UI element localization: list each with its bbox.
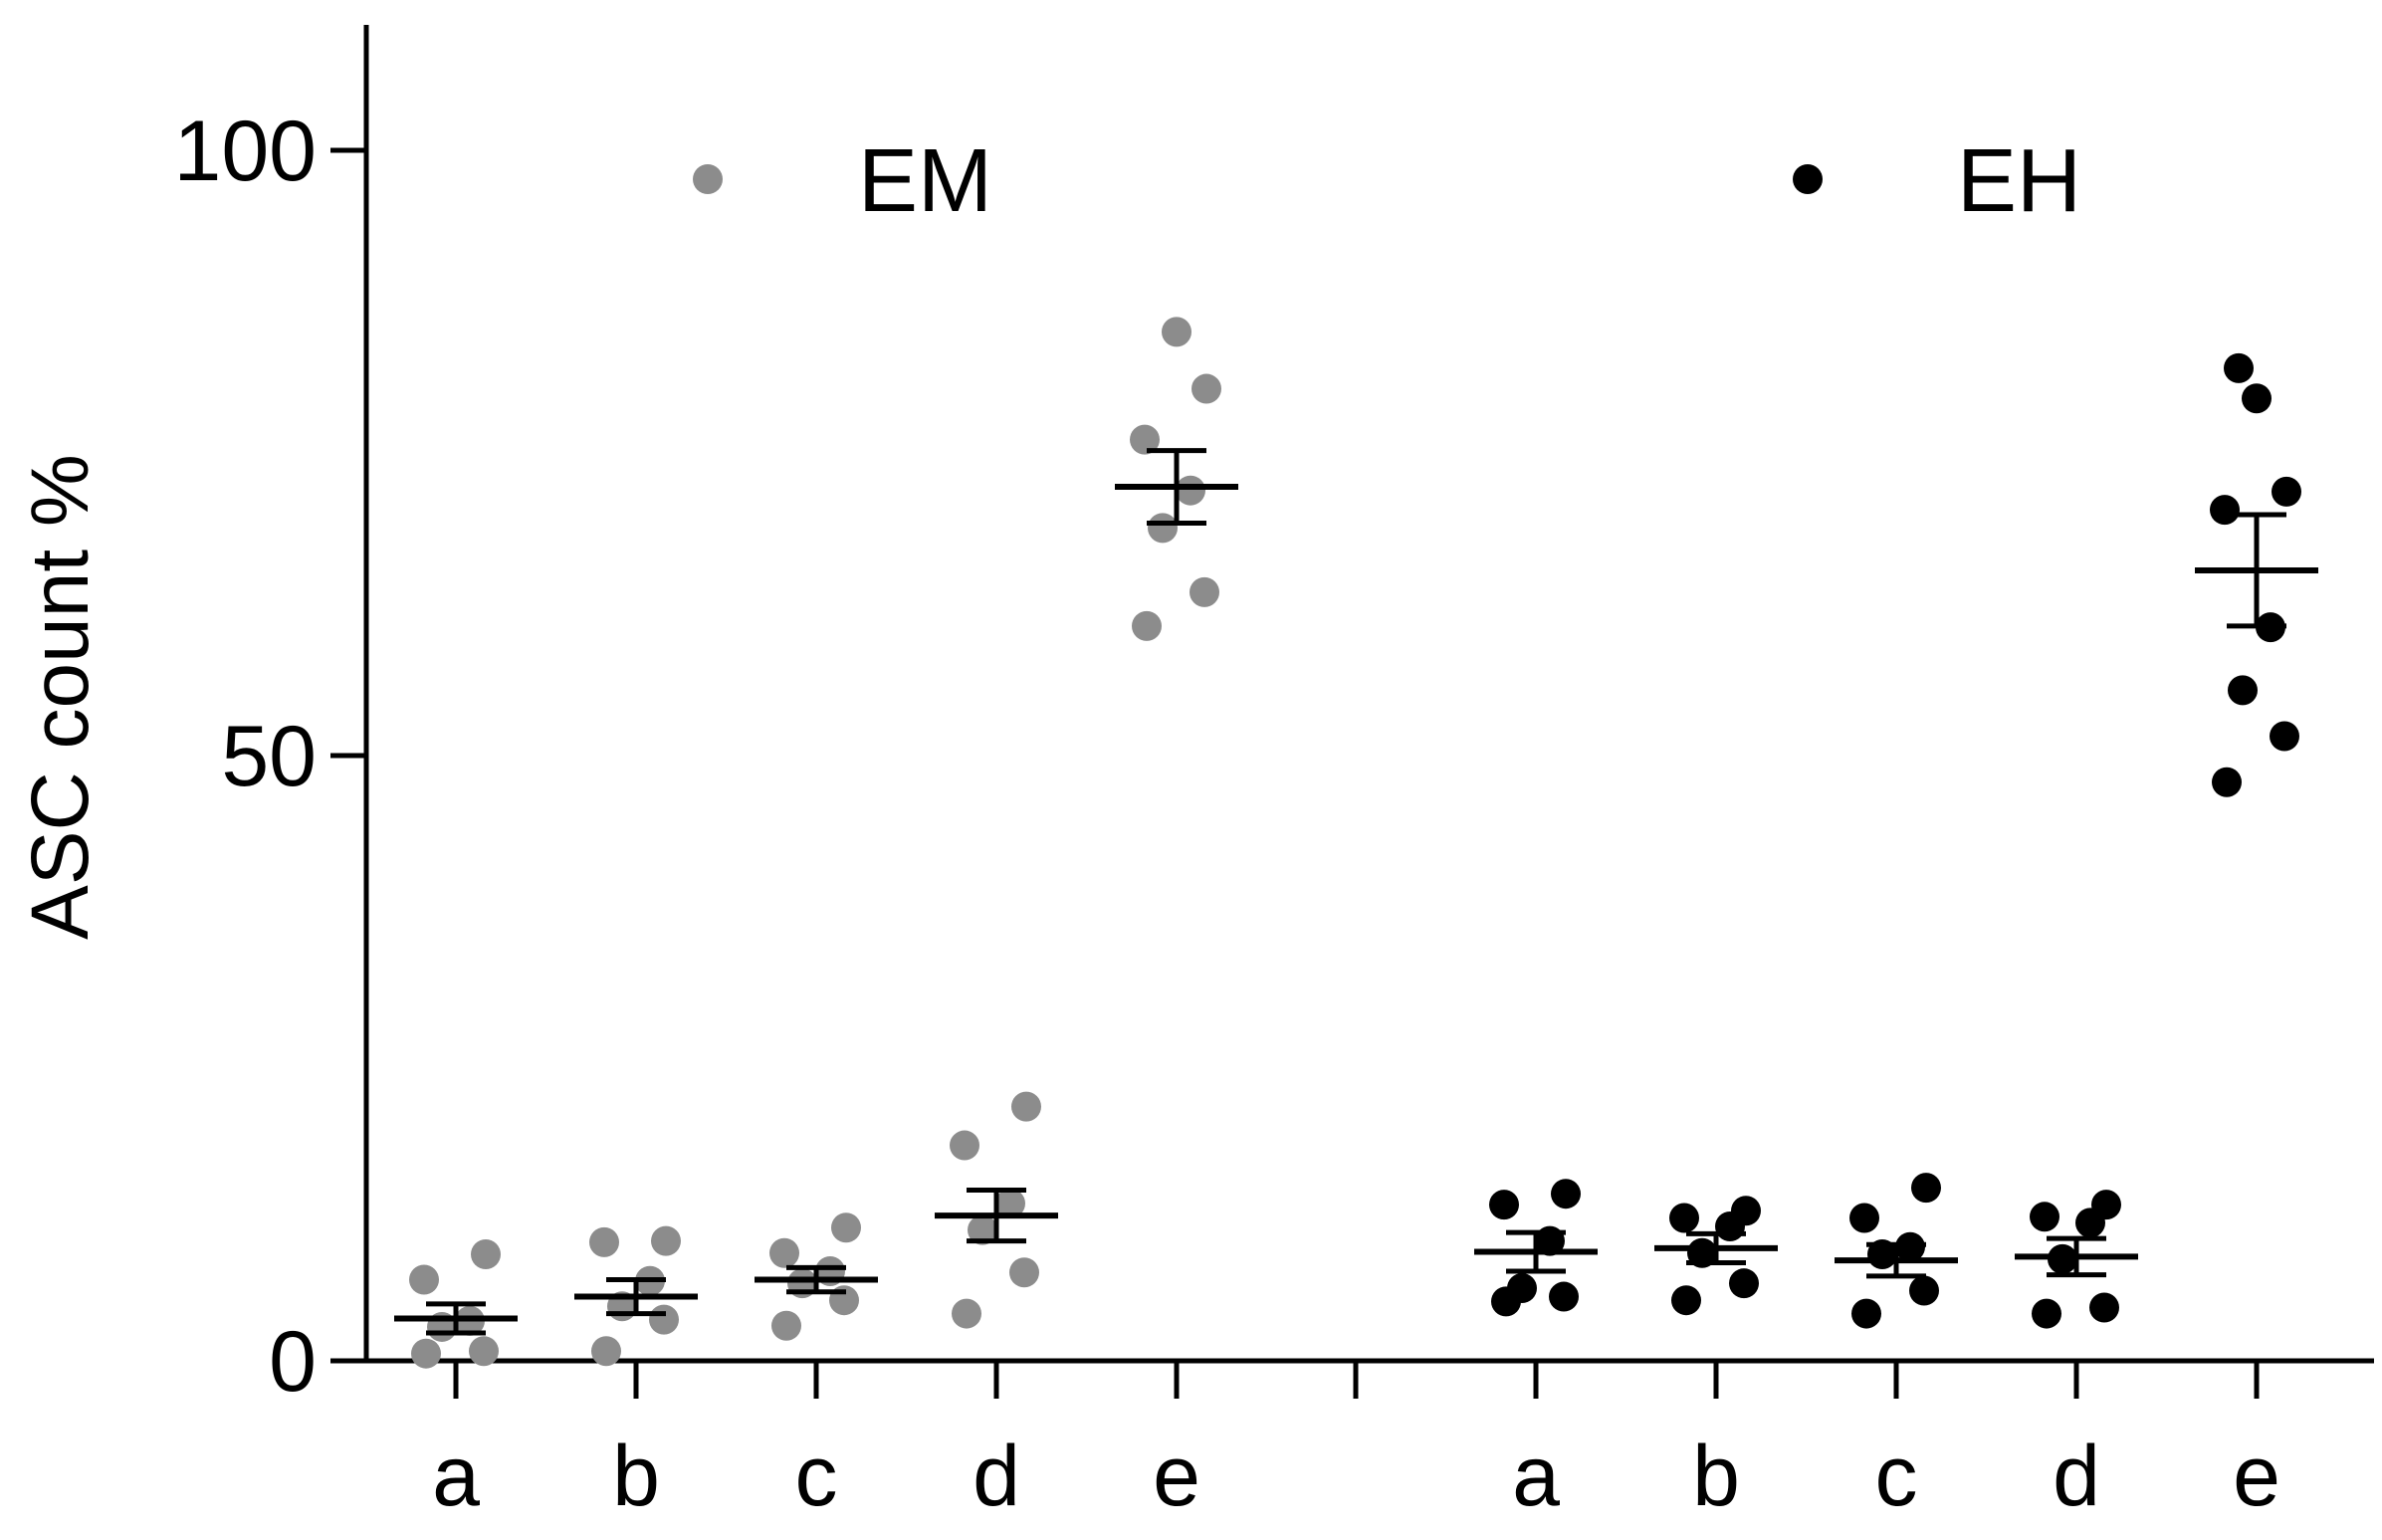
data-point bbox=[2272, 476, 2301, 507]
group-eh-b bbox=[1654, 1196, 1778, 1316]
data-point bbox=[771, 1310, 801, 1341]
data-point bbox=[409, 1264, 439, 1295]
x-tick-label-e: e bbox=[2233, 1429, 2280, 1524]
data-point bbox=[589, 1226, 619, 1257]
axes bbox=[330, 25, 2374, 1364]
data-point bbox=[591, 1336, 621, 1367]
data-point bbox=[950, 1130, 979, 1161]
data-point bbox=[2212, 767, 2242, 797]
x-tick-label-a: a bbox=[1512, 1429, 1560, 1524]
data-point bbox=[1849, 1203, 1879, 1233]
data-point bbox=[1911, 1173, 1941, 1204]
group-em-c bbox=[755, 1212, 878, 1341]
data-point bbox=[1731, 1196, 1761, 1226]
data-point bbox=[769, 1237, 799, 1268]
data-marks bbox=[394, 317, 2318, 1369]
data-point bbox=[1011, 1091, 1041, 1122]
data-point bbox=[1851, 1298, 1881, 1329]
legend-label-eh: EH bbox=[1957, 131, 2081, 231]
data-point bbox=[1909, 1275, 1939, 1306]
x-tick-label-c: c bbox=[1875, 1429, 1918, 1524]
group-eh-d bbox=[2015, 1190, 2138, 1329]
data-point bbox=[1669, 1203, 1699, 1233]
data-point bbox=[1176, 475, 1205, 506]
data-point bbox=[968, 1214, 997, 1245]
data-point bbox=[1009, 1257, 1039, 1288]
x-tick-label-e: e bbox=[1153, 1429, 1200, 1524]
data-point bbox=[2030, 1202, 2059, 1232]
data-point bbox=[952, 1298, 981, 1329]
group-eh-a bbox=[1474, 1179, 1598, 1317]
data-point bbox=[2224, 352, 2254, 383]
data-point bbox=[2228, 675, 2258, 706]
data-point bbox=[471, 1238, 501, 1269]
legend-marker-em bbox=[693, 164, 723, 194]
group-eh-c bbox=[1835, 1173, 1958, 1329]
data-point bbox=[649, 1304, 679, 1335]
x-tick-label-a: a bbox=[432, 1429, 480, 1524]
data-point bbox=[2091, 1190, 2121, 1220]
y-axis-label: ASC count % bbox=[15, 454, 106, 940]
y-tick-label: 100 bbox=[174, 104, 318, 199]
data-point bbox=[1489, 1190, 1519, 1220]
data-point bbox=[411, 1338, 441, 1369]
legend-marker-eh bbox=[1793, 164, 1823, 194]
group-eh-e bbox=[2195, 352, 2318, 797]
group-em-e bbox=[1115, 317, 1238, 641]
legend-label-em: EM bbox=[858, 131, 992, 231]
group-em-a bbox=[394, 1238, 518, 1369]
data-point bbox=[831, 1212, 861, 1243]
data-point bbox=[1132, 610, 1162, 641]
data-point bbox=[1190, 576, 1219, 607]
data-point bbox=[2270, 721, 2299, 752]
data-point bbox=[1671, 1285, 1701, 1316]
x-tick-label-b: b bbox=[1692, 1429, 1740, 1524]
data-point bbox=[469, 1336, 499, 1367]
x-tick-label-b: b bbox=[612, 1429, 660, 1524]
x-tick-label-d: d bbox=[2053, 1429, 2100, 1524]
data-point bbox=[1551, 1179, 1581, 1210]
data-point bbox=[1191, 373, 1221, 404]
data-point bbox=[2242, 383, 2272, 414]
y-tick-label: 50 bbox=[221, 709, 317, 804]
data-point bbox=[2032, 1298, 2061, 1329]
group-em-b bbox=[574, 1225, 698, 1367]
legend: EM EH bbox=[693, 131, 2081, 231]
data-point bbox=[1549, 1281, 1579, 1312]
data-point bbox=[1729, 1268, 1759, 1299]
x-tick-label-c: c bbox=[795, 1429, 838, 1524]
y-ticks: 0 50 100 bbox=[174, 104, 366, 1410]
data-point bbox=[2210, 495, 2240, 526]
data-point bbox=[651, 1225, 681, 1256]
x-tick-label-d: d bbox=[973, 1429, 1020, 1524]
data-point bbox=[1148, 513, 1178, 544]
data-point bbox=[1162, 317, 1191, 347]
data-point bbox=[1507, 1273, 1537, 1304]
y-tick-label: 0 bbox=[269, 1314, 317, 1410]
data-point bbox=[2089, 1292, 2119, 1323]
data-point bbox=[1130, 424, 1160, 455]
data-point bbox=[995, 1188, 1025, 1218]
group-em-d bbox=[935, 1091, 1058, 1329]
